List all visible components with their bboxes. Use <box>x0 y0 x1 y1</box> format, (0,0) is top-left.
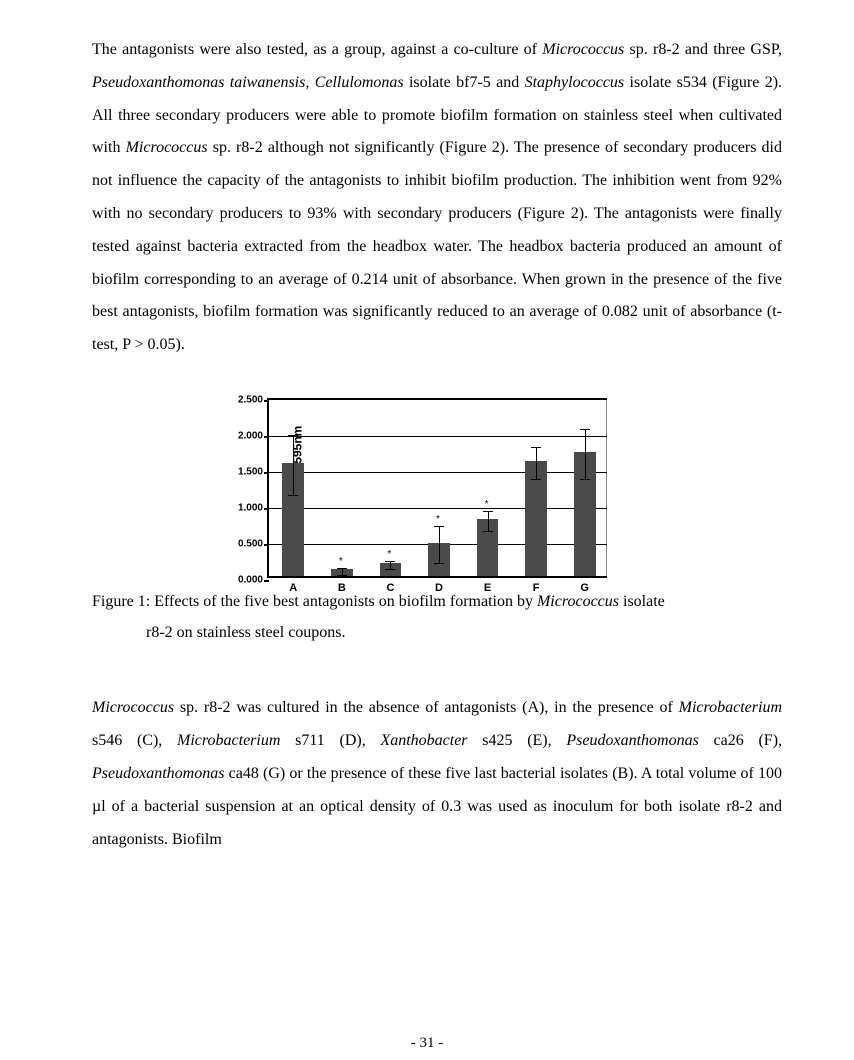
text: ca26 (F), <box>699 732 782 749</box>
significance-star: * <box>387 549 391 560</box>
species: Pseudoxanthomonas <box>566 732 698 749</box>
species: Micrococcus <box>542 41 624 58</box>
species: Staphylococcus <box>525 74 625 91</box>
figure-1: Absorbance at 595nm 0.0000.5001.0001.500… <box>92 398 782 578</box>
species: Microbacterium <box>177 732 280 749</box>
text: The antagonists were also tested, as a g… <box>92 41 542 58</box>
x-tick-label: B <box>338 582 346 594</box>
significance-star: * <box>436 514 440 525</box>
y-tick-label: 1.000 <box>238 502 263 513</box>
text: sp. r8-2 and three GSP, <box>630 41 782 58</box>
plot-area: 0.0000.5001.0001.5002.0002.500A*B*C*D*EF… <box>267 398 607 578</box>
caption-text: Figure 1: Effects of the five best antag… <box>92 593 537 610</box>
caption-text: r8-2 on stainless steel coupons. <box>146 617 782 648</box>
y-tick-label: 2.500 <box>238 394 263 405</box>
species: Pseudoxanthomonas taiwanensis, Cellulomo… <box>92 74 404 91</box>
figure-1-caption: Figure 1: Effects of the five best antag… <box>92 586 782 648</box>
text: sp. r8-2 was cultured in the absence of … <box>174 699 679 716</box>
significance-star: * <box>339 556 343 567</box>
y-tick-label: 2.000 <box>238 430 263 441</box>
paragraph-2: Micrococcus sp. r8-2 was cultured in the… <box>92 692 782 856</box>
x-tick-label: F <box>533 582 540 594</box>
text: s546 (C), <box>92 732 177 749</box>
species: Micrococcus <box>92 699 174 716</box>
caption-text: isolate <box>619 593 665 610</box>
y-tick-label: 0.500 <box>238 538 263 549</box>
y-tick-label: 1.500 <box>238 466 263 477</box>
x-tick-label: E <box>484 582 491 594</box>
species: Micrococcus <box>537 593 619 610</box>
significance-star: * <box>485 499 489 510</box>
y-tick-label: 0.000 <box>238 574 263 585</box>
species: Microbacterium <box>679 699 782 716</box>
page-number: - 31 - <box>0 1035 854 1052</box>
paragraph-1: The antagonists were also tested, as a g… <box>92 34 782 362</box>
species: Xanthobacter <box>380 732 467 749</box>
species: Micrococcus <box>126 139 208 156</box>
text: sp. r8-2 although not significantly (Fig… <box>92 139 782 353</box>
text: s425 (E), <box>468 732 567 749</box>
text: isolate bf7-5 and <box>409 74 525 91</box>
species: Pseudoxanthomonas <box>92 765 224 782</box>
x-tick-label: A <box>289 582 297 594</box>
x-tick-label: C <box>386 582 394 594</box>
x-tick-label: D <box>435 582 443 594</box>
x-tick-label: G <box>580 582 589 594</box>
text: s711 (D), <box>280 732 380 749</box>
